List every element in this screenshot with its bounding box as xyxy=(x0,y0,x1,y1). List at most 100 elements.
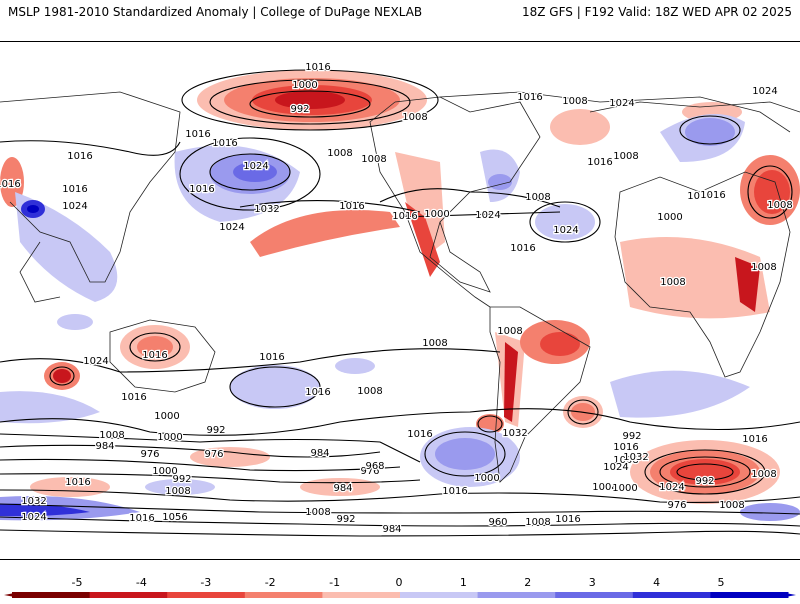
isobar-label: 992 xyxy=(290,104,309,115)
isobar-label: 1016 xyxy=(142,350,167,361)
isobar-label: 976 xyxy=(140,449,159,460)
isobar-label: 960 xyxy=(488,517,507,528)
isobar-label: 1000 xyxy=(657,212,682,223)
colorbar-tick-label: 4 xyxy=(653,576,660,589)
isobar-label: 1008 xyxy=(660,277,685,288)
isobar-label: 992 xyxy=(695,476,714,487)
colorbar-segment xyxy=(244,592,323,598)
isobar-label: 1016 xyxy=(67,151,92,162)
isobar-label: 1008 xyxy=(613,151,638,162)
colorbar-tick-label: -2 xyxy=(265,576,276,589)
isobar-label: 1016 xyxy=(65,477,90,488)
colorbar-tick-label: -3 xyxy=(200,576,211,589)
isobar-label: 1008 xyxy=(592,482,617,493)
isobar-label: 1032 xyxy=(21,496,46,507)
isobar-label: 984 xyxy=(382,524,401,535)
isobar-label: 1008 xyxy=(327,148,352,159)
isobar-label: 984 xyxy=(310,448,329,459)
colorbar-segment xyxy=(12,592,91,598)
isobar-label: 1008 xyxy=(497,326,522,337)
isobar-label: 1008 xyxy=(361,154,386,165)
isobar-label: 1016 xyxy=(129,513,154,524)
isobar-label: 992 xyxy=(206,425,225,436)
anomaly-map: 1016 1000 992 1008 1016 1008 1024 1024 1016 1016 1… xyxy=(0,41,800,560)
isobar-label: 1024 xyxy=(553,225,578,236)
isobar-label: 1008 xyxy=(767,200,792,211)
isobar-label: 1024 xyxy=(219,222,244,233)
isobar-label: 1016 xyxy=(555,514,580,525)
isobar-label: 1056 xyxy=(162,512,187,523)
isobar-label: 1016 xyxy=(517,92,542,103)
isobar-label: 1016 xyxy=(121,392,146,403)
isobar-label: 1008 xyxy=(99,430,124,441)
isobar-label: 1024 xyxy=(659,482,684,493)
isobar-label: 1008 xyxy=(305,507,330,518)
isobars xyxy=(0,69,800,537)
isobar-label: 1024 xyxy=(83,356,108,367)
isobar-label: 1016 xyxy=(700,190,725,201)
colorbar-segment xyxy=(477,592,556,598)
isobar-label: 1016 xyxy=(613,442,638,453)
isobar-label: 976 xyxy=(667,500,686,511)
colorbar-segment xyxy=(555,592,634,598)
isobar-label: 1016 xyxy=(185,129,210,140)
isobar-label: 1016 xyxy=(587,157,612,168)
coastlines xyxy=(0,91,800,483)
colorbar: -5 -4 -3 -2 -1 0 1 2 3 4 5 xyxy=(0,574,800,600)
isobar-label: 1024 xyxy=(62,201,87,212)
isobar-label: 1008 xyxy=(525,517,550,528)
isobar-label: 1032 xyxy=(254,204,279,215)
isobar-label: 1016 xyxy=(687,191,712,202)
isobar-label: 1008 xyxy=(751,262,776,273)
colorbar-tick-label: 5 xyxy=(718,576,725,589)
colorbar-segment xyxy=(167,592,246,598)
isobar-label: 1024 xyxy=(603,462,628,473)
isobar-label: 1016 xyxy=(259,352,284,363)
isobar-label: 1008 xyxy=(562,96,587,107)
isobar-label: 976 xyxy=(360,466,379,477)
isobar-label: 1008 xyxy=(422,338,447,349)
colorbar-segment xyxy=(400,592,479,598)
isobar-label: 1008 xyxy=(751,469,776,480)
isobar-label: 1024 xyxy=(475,210,500,221)
isobar-label: 1024 xyxy=(243,161,268,172)
isobar-label: 968 xyxy=(365,461,384,472)
isobar-label: 1016 xyxy=(62,184,87,195)
isobar-label: 1008 xyxy=(402,112,427,123)
colorbar-segment xyxy=(89,592,168,598)
colorbar-segment xyxy=(710,592,789,598)
colorbar-tick-label: 2 xyxy=(524,576,531,589)
isobar-label: 1024 xyxy=(609,98,634,109)
isobar-label: 1016 xyxy=(407,429,432,440)
isobar-label: 1008 xyxy=(719,500,744,511)
isobar-label: 1000 xyxy=(474,473,499,484)
isobar-label: 1016 xyxy=(510,243,535,254)
colorbar-tick-label: -4 xyxy=(136,576,147,589)
isobar-label: 1000 xyxy=(612,483,637,494)
isobar-label: 984 xyxy=(95,441,114,452)
isobar-label: 984 xyxy=(333,483,352,494)
isobar-label: 1016 xyxy=(0,179,21,190)
isobar-label: 992 xyxy=(172,474,191,485)
colorbar-tick-label: -5 xyxy=(72,576,83,589)
isobar-label: 1016 xyxy=(305,62,330,73)
isobar-label: 1008 xyxy=(357,386,382,397)
isobar-label: 1024 xyxy=(21,512,46,523)
isobar-label: 1008 xyxy=(613,455,638,466)
colorbar-tick-label: 3 xyxy=(589,576,596,589)
isobar-label: 1000 xyxy=(157,432,182,443)
isobar-label: 1008 xyxy=(525,192,550,203)
colorbar-segment xyxy=(322,592,401,598)
colorbar-gradient: -5 -4 -3 -2 -1 0 1 2 3 4 5 xyxy=(4,576,796,598)
isobar-label: 1016 xyxy=(212,138,237,149)
isobar-label: 1016 xyxy=(392,211,417,222)
isobar-label: 1000 xyxy=(152,466,177,477)
colorbar-max-arrow xyxy=(780,592,796,598)
isobar-label: 1016 xyxy=(305,387,330,398)
isobar-label: 992 xyxy=(336,514,355,525)
isobar-label: 1032 xyxy=(502,428,527,439)
isobar-label: 1000 xyxy=(154,411,179,422)
isobar-label: 1016 xyxy=(189,184,214,195)
